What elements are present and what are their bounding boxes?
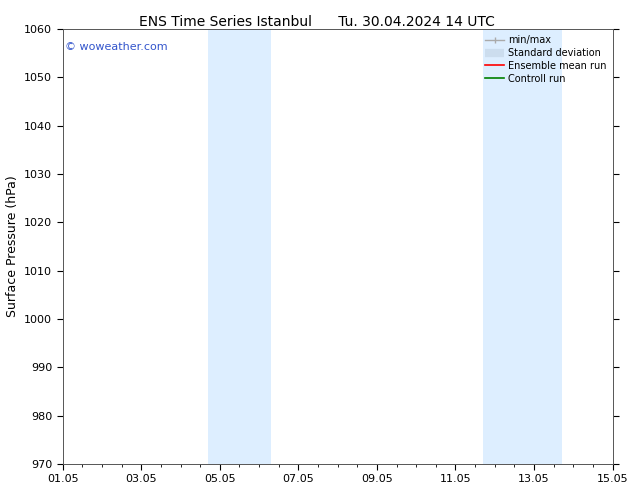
Y-axis label: Surface Pressure (hPa): Surface Pressure (hPa)	[6, 176, 18, 318]
Legend: min/max, Standard deviation, Ensemble mean run, Controll run: min/max, Standard deviation, Ensemble me…	[481, 31, 611, 88]
Text: © woweather.com: © woweather.com	[65, 42, 168, 52]
Bar	[208, 29, 271, 464]
Text: ENS Time Series Istanbul      Tu. 30.04.2024 14 UTC: ENS Time Series Istanbul Tu. 30.04.2024 …	[139, 15, 495, 29]
Bar	[483, 29, 562, 464]
